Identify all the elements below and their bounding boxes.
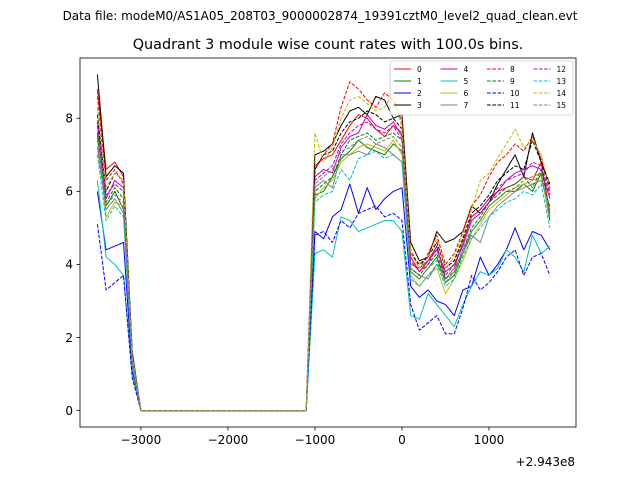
y-tick-label: 0 (65, 404, 73, 418)
legend-label-12: 12 (557, 65, 567, 74)
y-tick-label: 6 (65, 185, 73, 199)
legend-label-9: 9 (510, 77, 515, 86)
legend-label-11: 11 (510, 101, 520, 110)
series-line-14 (96, 92, 551, 412)
x-tick-label: 0 (398, 433, 406, 447)
x-tick-label: −3000 (121, 433, 162, 447)
legend-label-10: 10 (510, 89, 520, 98)
legend-label-8: 8 (510, 65, 515, 74)
legend-label-5: 5 (464, 77, 469, 86)
y-tick-label: 2 (65, 331, 73, 345)
x-tick-label: 1000 (474, 433, 505, 447)
y-tick-label: 8 (65, 112, 73, 126)
x-tick-label: −2000 (208, 433, 249, 447)
legend-label-4: 4 (464, 65, 469, 74)
legend-label-0: 0 (417, 65, 422, 74)
series-line-12 (96, 121, 551, 412)
series-line-6 (96, 129, 551, 412)
legend-label-14: 14 (557, 89, 567, 98)
legend-label-15: 15 (557, 101, 567, 110)
axes-frame (79, 57, 577, 428)
figure-suptitle: Data file: modeM0/AS1A05_208T03_90000028… (63, 9, 578, 23)
legend-label-7: 7 (464, 101, 469, 110)
series-line-13 (96, 150, 551, 412)
series-line-9 (96, 132, 551, 412)
x-tick-label: −1000 (295, 433, 336, 447)
series-line-8 (96, 81, 551, 412)
y-tick-label: 4 (65, 258, 73, 272)
legend-label-3: 3 (417, 101, 422, 110)
series-line-3 (96, 74, 551, 412)
chart-title: Quadrant 3 module wise count rates with … (133, 37, 524, 53)
series-line-1 (96, 136, 551, 412)
legend-label-13: 13 (557, 77, 567, 86)
x-offset-text: +2.943e8 (516, 455, 575, 469)
legend-label-6: 6 (464, 89, 469, 98)
series-line-15 (96, 136, 551, 412)
legend-label-2: 2 (417, 89, 422, 98)
legend-label-1: 1 (417, 77, 422, 86)
plot-area: −3000 −2000 −1000 0 1000 0 2 4 6 8 (65, 57, 577, 447)
legend-frame (389, 60, 574, 116)
series-line-7 (96, 143, 551, 412)
